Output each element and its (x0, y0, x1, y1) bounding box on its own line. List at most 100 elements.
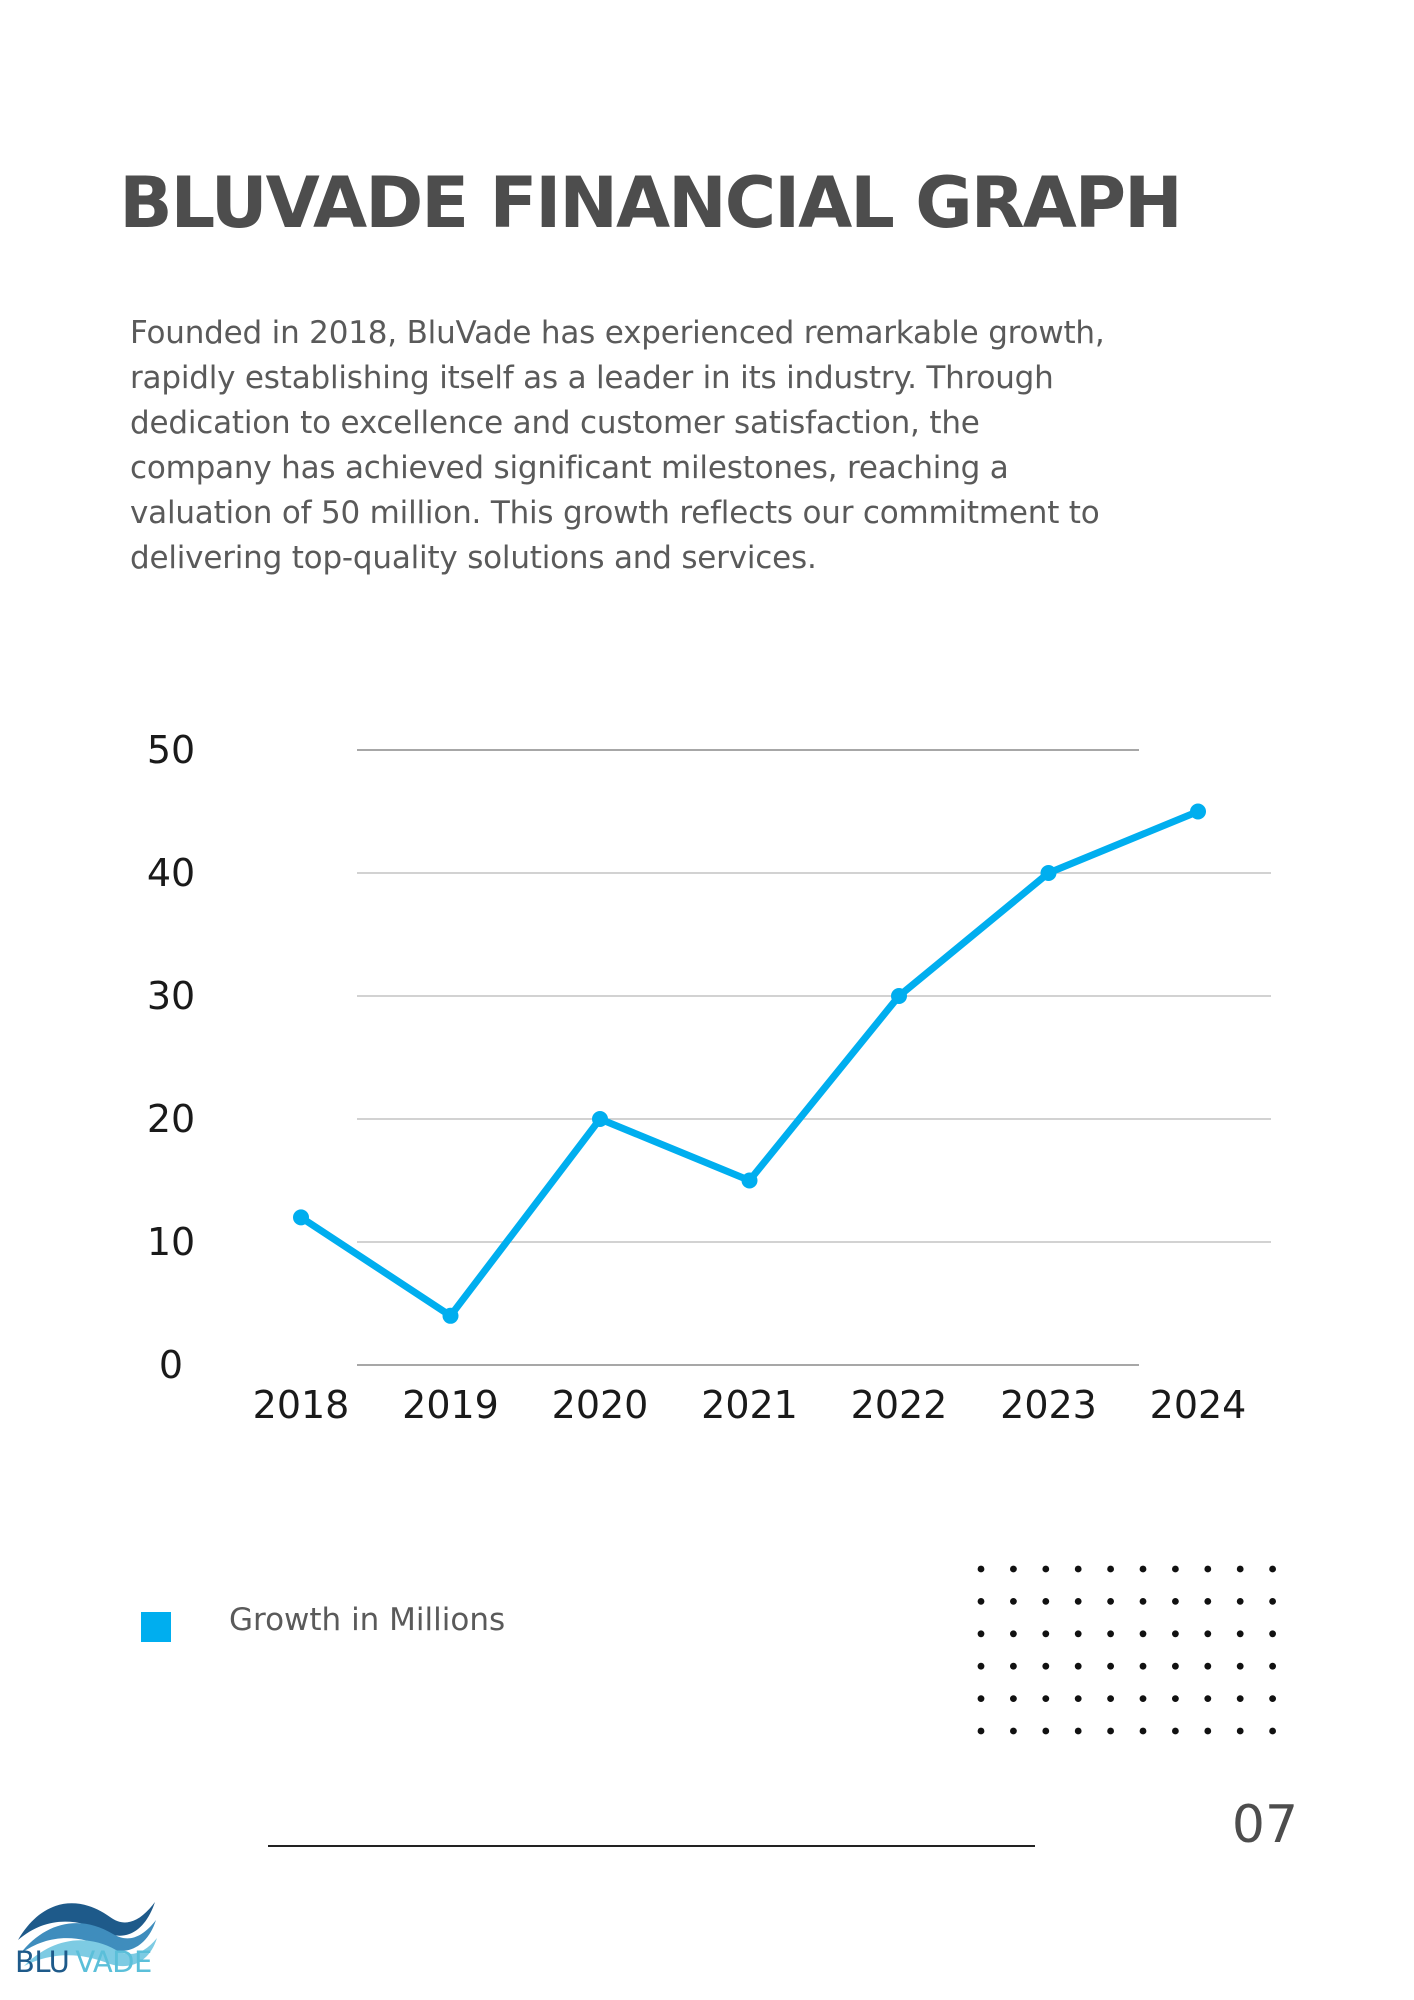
decorative-dot (1269, 1727, 1276, 1735)
x-tick-label: 2023 (1000, 1383, 1097, 1427)
decorative-dot (1139, 1695, 1147, 1702)
line-chart: 0 10 20 30 40 50 2018 2019 2020 2021 2022 2023 2024 (147, 728, 1271, 1427)
decorative-dot (1139, 1598, 1147, 1605)
data-point (293, 1209, 309, 1226)
decorative-dot (1042, 1727, 1050, 1735)
series-line (297, 808, 1202, 1320)
intro-line: delivering top-quality solutions and ser… (130, 540, 817, 576)
decorative-dot (1204, 1598, 1212, 1605)
intro-line: valuation of 50 million. This growth ref… (130, 495, 1100, 531)
y-tick-label: 20 (147, 1097, 195, 1141)
footer-divider (268, 1845, 1035, 1847)
decorative-dot (1269, 1598, 1276, 1605)
x-tick-label: 2019 (402, 1383, 499, 1427)
legend-swatch (141, 1612, 171, 1642)
grid-lines (357, 749, 1271, 1366)
decorative-dot (1172, 1727, 1179, 1735)
intro-line: dedication to excellence and customer sa… (130, 405, 980, 441)
intro-line: Founded in 2018, BluVade has experienced… (130, 315, 1105, 351)
decorative-dot (1172, 1630, 1179, 1638)
x-tick-label: 2021 (701, 1383, 798, 1427)
decorative-dot (1107, 1630, 1114, 1638)
decorative-dot (1269, 1630, 1276, 1638)
logo-wordmark: BLU VADE (15, 1945, 152, 1979)
decorative-dot (1042, 1598, 1050, 1605)
decorative-dot (1172, 1598, 1179, 1605)
decorative-dot (1042, 1662, 1050, 1670)
intro-line: rapidly establishing itself as a leader … (130, 360, 1054, 396)
decorative-dot (1172, 1695, 1179, 1702)
decorative-dot (1074, 1695, 1082, 1702)
decorative-dot (1042, 1565, 1050, 1573)
data-point (592, 1111, 608, 1127)
decorative-dot (1010, 1695, 1017, 1702)
decorative-dot (977, 1727, 985, 1735)
decorative-dot (1236, 1630, 1244, 1638)
decorative-dot (1236, 1565, 1244, 1573)
decorative-dot (1139, 1662, 1147, 1670)
decorative-dot (1204, 1727, 1212, 1735)
decorative-dot (1139, 1565, 1147, 1573)
decorative-dot (1236, 1662, 1244, 1670)
page-title: BLUVADE FINANCIAL GRAPH (119, 162, 1182, 244)
legend: Growth in Millions (141, 1598, 505, 1642)
logo-text-vade: VADE (75, 1945, 152, 1979)
decorative-dot (1139, 1630, 1147, 1638)
x-tick-label: 2022 (851, 1383, 948, 1427)
y-tick-label: 30 (147, 974, 195, 1018)
data-point (442, 1307, 459, 1324)
intro-line: company has achieved significant milesto… (130, 450, 1009, 486)
page-number: 07 (1231, 1795, 1299, 1855)
decorative-dot (1074, 1565, 1082, 1573)
decorative-dot (977, 1598, 985, 1605)
data-point (741, 1172, 758, 1189)
decorative-dot (1010, 1598, 1017, 1605)
x-axis-ticks: 2018 2019 2020 2021 2022 2023 2024 (253, 1383, 1247, 1427)
decorative-dot (1010, 1727, 1017, 1735)
decorative-dot (1074, 1662, 1082, 1670)
decorative-dot (977, 1630, 985, 1638)
decorative-dot (1269, 1695, 1276, 1702)
legend-label: Growth in Millions (229, 1602, 506, 1638)
decorative-dot (1236, 1598, 1244, 1605)
decorative-dot (1172, 1662, 1179, 1670)
bluvade-wave-logo-icon (18, 1902, 157, 1967)
decorative-dot (1010, 1565, 1017, 1573)
y-tick-label: 50 (147, 728, 195, 772)
data-point (1040, 865, 1057, 881)
decorative-dot (1172, 1565, 1179, 1573)
decorative-dot (1236, 1695, 1244, 1702)
decorative-dot (1010, 1630, 1017, 1638)
series-layer (293, 803, 1206, 1324)
decorative-dot (1204, 1695, 1212, 1702)
decorative-dot (1010, 1662, 1017, 1670)
decorative-dot (1139, 1727, 1147, 1735)
decorative-dot (1107, 1598, 1114, 1605)
logo-text-blu: BLU (15, 1945, 70, 1979)
decorative-dot (1204, 1662, 1212, 1670)
decorative-dot (1074, 1630, 1082, 1638)
y-axis-ticks: 0 10 20 30 40 50 (147, 728, 195, 1387)
decorative-dot (1107, 1727, 1114, 1735)
decorative-dot (977, 1695, 985, 1702)
decorative-dot (977, 1662, 985, 1670)
intro-paragraph: Founded in 2018, BluVade has experienced… (130, 311, 1180, 581)
x-tick-label: 2024 (1150, 1383, 1247, 1427)
x-tick-label: 2018 (253, 1383, 350, 1427)
decorative-dot (1107, 1565, 1114, 1573)
y-tick-label: 40 (147, 851, 195, 895)
decorative-dot (1042, 1695, 1050, 1702)
decorative-dot (1074, 1727, 1082, 1735)
decorative-dot (1236, 1727, 1244, 1735)
decorative-dot (977, 1565, 985, 1573)
decorative-dot (1107, 1695, 1114, 1702)
data-point (1190, 803, 1206, 820)
decorative-dot (1107, 1662, 1114, 1670)
decorative-dot-grid (977, 1565, 1276, 1735)
y-tick-label: 0 (159, 1343, 183, 1387)
x-tick-label: 2020 (552, 1383, 649, 1427)
decorative-dot (1269, 1565, 1276, 1573)
y-tick-label: 10 (147, 1220, 195, 1264)
decorative-dot (1204, 1630, 1212, 1638)
data-point (891, 988, 907, 1004)
